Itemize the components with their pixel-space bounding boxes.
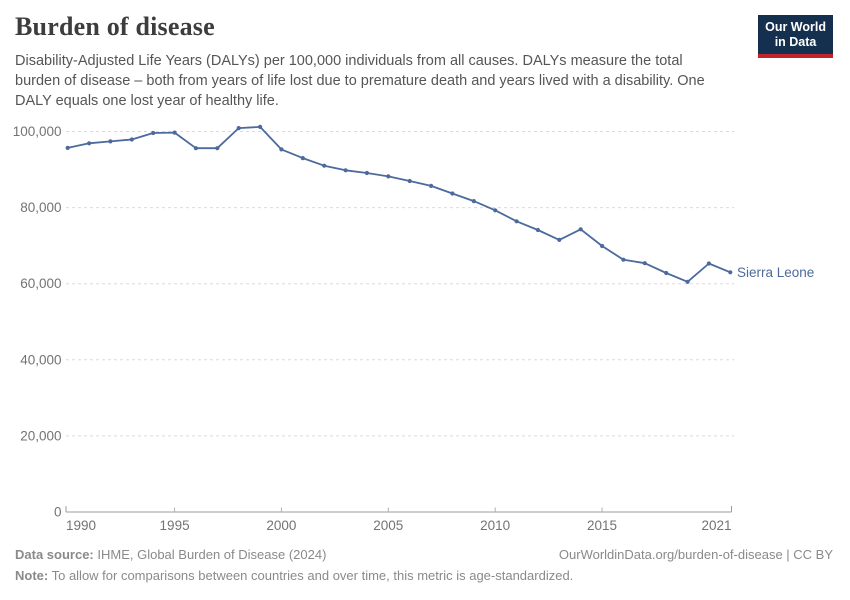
subtitle-line: DALY equals one lost year of healthy lif… [15,93,279,109]
point-1998[interactable] [236,126,241,131]
point-2012[interactable] [535,227,541,233]
point-2009[interactable] [471,199,476,204]
point-2014[interactable] [578,227,583,232]
chart-footer: Data source: IHME, Global Burden of Dise… [15,547,833,562]
point-1994[interactable] [151,130,156,136]
point-2003[interactable] [343,168,348,173]
point-2013[interactable] [557,237,562,242]
subtitle-line: Disability-Adjusted Life Years (DALYs) p… [15,53,683,69]
point-2021[interactable] [728,270,733,275]
point-1993[interactable] [129,137,134,142]
point-2007[interactable] [429,183,434,188]
line-sierra-leone[interactable] [66,126,732,283]
point-2011[interactable] [514,219,519,224]
point-2005[interactable] [386,174,391,179]
x-tick-label-2005: 2005 [373,518,403,533]
point-1992[interactable] [108,139,113,144]
x-tick-label-1995: 1995 [160,518,190,533]
x-tick-label-2000: 2000 [266,518,296,533]
point-2020[interactable] [706,261,712,266]
y-tick-label-80000: 80,000 [20,200,61,215]
owid-url-link[interactable]: OurWorldinData.org/burden-of-disease | C… [558,547,833,562]
note-label: Note: [15,568,49,583]
x-tick-label-2015: 2015 [587,518,617,533]
x-tick-label-1990: 1990 [66,518,96,533]
point-2008[interactable] [450,191,455,196]
point-2000[interactable] [279,147,284,152]
series-label-sierra-leone[interactable]: Sierra Leone [737,265,814,280]
y-tick-label-20000: 20,000 [20,428,61,443]
point-2004[interactable] [364,170,369,176]
point-1999[interactable] [258,124,263,129]
note-text: To allow for comparisons between countri… [48,568,574,583]
point-1995[interactable] [172,130,177,135]
point-2018[interactable] [664,270,669,276]
owid-logo-line1: Our World [765,20,826,34]
point-2016[interactable] [621,257,626,262]
page-title: Burden of disease [15,12,215,41]
data-source-line: Data source: IHME, Global Burden of Dise… [15,547,326,562]
chart-note: Note: To allow for comparisons between c… [15,568,833,583]
y-tick-label-60000: 60,000 [20,276,61,291]
y-tick-label-0: 0 [54,505,62,520]
data-source-text: IHME, Global Burden of Disease (2024) [93,547,327,562]
point-2002[interactable] [322,163,327,168]
point-2001[interactable] [300,156,305,161]
y-tick-label-40000: 40,000 [20,352,61,367]
point-1997[interactable] [215,146,220,151]
owid-logo-line2: in Data [774,35,817,49]
data-source-label: Data source: [15,547,94,562]
point-2010[interactable] [493,208,498,213]
owid-logo[interactable]: Our World in Data [758,15,833,58]
x-tick-label-2021: 2021 [701,518,731,533]
point-2006[interactable] [407,178,412,184]
point-1996[interactable] [193,146,198,151]
chart-subtitle: Disability-Adjusted Life Years (DALYs) p… [15,51,705,111]
x-tick-label-2010: 2010 [480,518,510,533]
point-1990[interactable] [65,145,70,150]
point-2015[interactable] [600,243,605,249]
point-2017[interactable] [642,261,647,266]
point-2019[interactable] [685,279,690,284]
y-tick-label-100000: 100,000 [13,124,62,139]
point-1991[interactable] [87,141,92,146]
subtitle-line: burden of disease – both from years of l… [15,73,705,89]
